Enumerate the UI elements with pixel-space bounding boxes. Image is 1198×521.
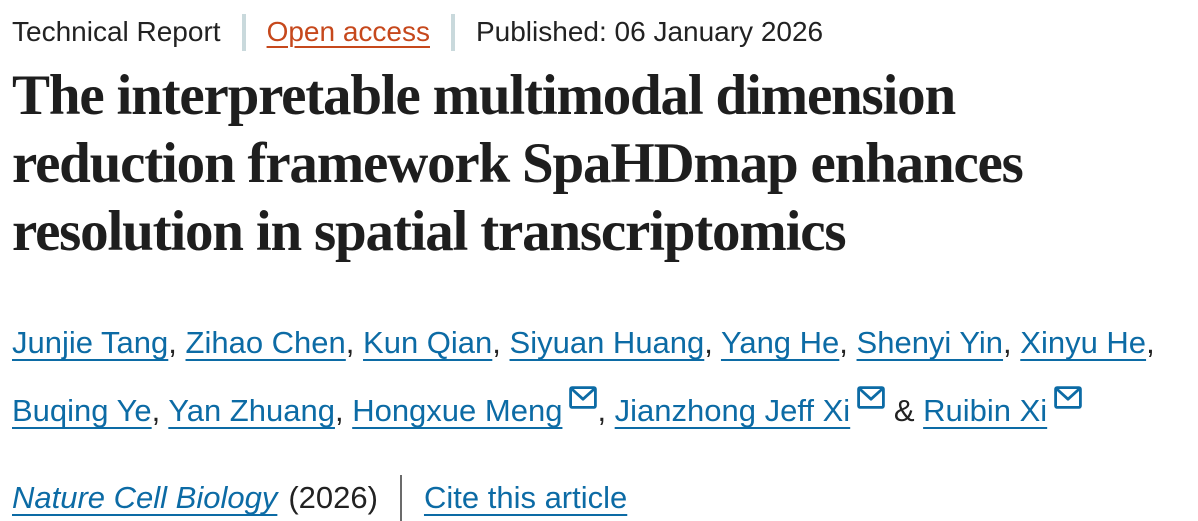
author-separator: , xyxy=(151,393,169,428)
author-separator: , xyxy=(168,325,186,360)
divider xyxy=(241,13,246,51)
author-separator: , xyxy=(345,325,364,360)
journal-row: Nature Cell Biology (2026) Cite this art… xyxy=(12,475,1188,521)
article-header: Technical Report Open access Published: … xyxy=(12,12,1188,521)
author-link[interactable]: Zihao Chen xyxy=(185,325,346,360)
author-link[interactable]: Hongxue Meng xyxy=(352,393,563,428)
email-envelope-icon[interactable] xyxy=(569,386,598,409)
author-separator: , xyxy=(704,325,721,360)
author-separator: , xyxy=(1003,325,1021,360)
author-link[interactable]: Buqing Ye xyxy=(12,393,152,428)
author-link[interactable]: Junjie Tang xyxy=(12,325,169,360)
author-separator: , xyxy=(1146,325,1155,360)
author-separator: , xyxy=(334,393,353,428)
article-title-line: The interpretable multimodal dimension xyxy=(12,64,956,127)
author-link[interactable]: Siyuan Huang xyxy=(509,325,705,360)
cite-article-link[interactable]: Cite this article xyxy=(423,480,628,515)
email-envelope-icon[interactable] xyxy=(857,386,886,409)
author-link[interactable]: Shenyi Yin xyxy=(856,325,1004,360)
author-link[interactable]: Jianzhong Jeff Xi xyxy=(614,393,851,428)
author-separator: , xyxy=(492,325,510,360)
article-type-label: Technical Report xyxy=(12,16,221,47)
author-link[interactable]: Ruibin Xi xyxy=(923,393,1048,428)
divider xyxy=(399,475,402,521)
article-title: The interpretable multimodal dimension r… xyxy=(12,62,1188,266)
author-link[interactable]: Kun Qian xyxy=(363,325,493,360)
divider xyxy=(450,13,455,51)
journal-link[interactable]: Nature Cell Biology xyxy=(12,480,278,515)
published-date: Published: 06 January 2026 xyxy=(475,16,824,47)
article-meta-row: Technical Report Open access Published: … xyxy=(12,12,1188,52)
article-title-line: reduction framework SpaHDmap enhances xyxy=(12,132,1024,195)
author-link[interactable]: Yang He xyxy=(720,325,840,360)
journal-year: (2026) xyxy=(288,480,378,515)
open-access-link[interactable]: Open access xyxy=(266,16,430,47)
author-link[interactable]: Yan Zhuang xyxy=(168,393,335,428)
email-envelope-icon[interactable] xyxy=(1054,386,1082,409)
author-link[interactable]: Xinyu He xyxy=(1020,325,1147,360)
author-separator: , xyxy=(597,393,615,428)
article-title-line: resolution in spatial transcriptomics xyxy=(12,200,847,263)
author-separator: , xyxy=(839,325,857,360)
author-list: Junjie Tang, Zihao Chen, Kun Qian, Siyua… xyxy=(12,309,1188,445)
author-separator: & xyxy=(885,393,924,428)
